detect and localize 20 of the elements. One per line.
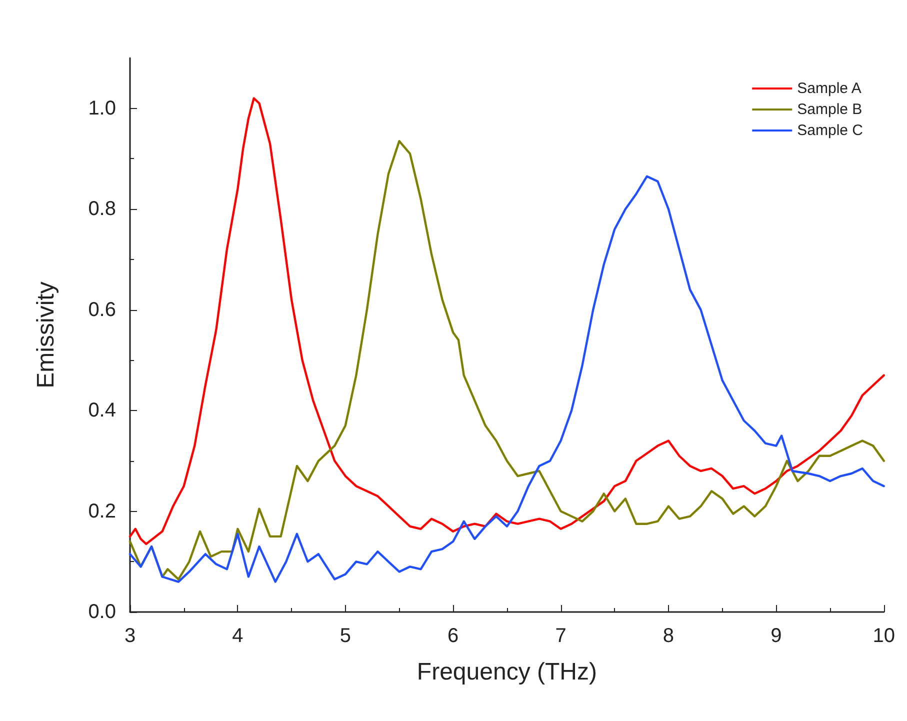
y-axis-title: Emissivity	[32, 282, 60, 388]
legend-label: Sample B	[797, 101, 862, 118]
x-tick-label: 5	[340, 625, 351, 647]
x-tick-label: 6	[448, 625, 459, 647]
y-tick-label: 0.2	[88, 500, 116, 522]
line-series	[128, 97, 885, 546]
x-tick-label: 4	[232, 625, 244, 647]
y-tick-label: 0.6	[88, 298, 116, 321]
x-axis-title: Frequency (THz)	[416, 658, 597, 686]
x-tick-label: 9	[770, 625, 782, 647]
x-tick-label: 7	[555, 625, 566, 647]
y-tick-label: 0.4	[88, 400, 116, 422]
y-tick-label: 1.0	[88, 97, 116, 120]
x-tick-label: 8	[662, 625, 674, 647]
legend-label: Sample A	[797, 80, 862, 97]
x-tick-label: 3	[124, 625, 136, 647]
x-tick-label: 10	[872, 625, 895, 647]
y-tick-label: 0.0	[88, 601, 116, 623]
y-tick-label: 0.8	[88, 198, 116, 220]
legend-label: Sample C	[797, 122, 864, 139]
